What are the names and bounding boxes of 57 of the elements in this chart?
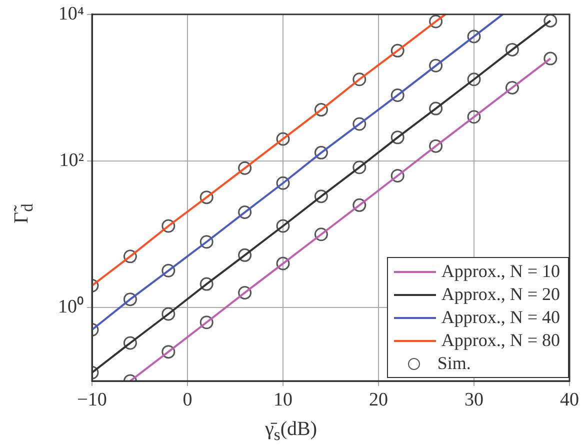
point bbox=[238, 286, 252, 300]
point bbox=[200, 190, 214, 204]
point bbox=[200, 316, 214, 330]
legend-label: Sim. bbox=[437, 352, 471, 375]
point bbox=[467, 110, 481, 124]
point bbox=[429, 139, 443, 153]
legend-label: Approx., N = 80 bbox=[441, 329, 560, 352]
point bbox=[352, 160, 366, 174]
point bbox=[238, 161, 252, 175]
point bbox=[200, 235, 214, 249]
point bbox=[544, 14, 558, 28]
point bbox=[544, 52, 558, 66]
legend-label: Approx., N = 40 bbox=[441, 306, 560, 329]
point bbox=[123, 250, 137, 264]
point bbox=[467, 72, 481, 86]
y-tick-label: 10⁰ bbox=[58, 296, 84, 318]
point bbox=[314, 103, 328, 117]
point bbox=[276, 176, 290, 190]
point bbox=[314, 146, 328, 160]
x-tick-label: 0 bbox=[182, 389, 192, 410]
point bbox=[505, 42, 519, 56]
x-tick-label: −10 bbox=[77, 389, 107, 410]
point bbox=[238, 206, 252, 220]
point bbox=[162, 264, 176, 278]
point bbox=[162, 307, 176, 321]
point bbox=[276, 256, 290, 270]
legend-label: Approx., N = 20 bbox=[441, 283, 560, 306]
point bbox=[390, 88, 404, 102]
x-tick-label: 20 bbox=[369, 389, 388, 410]
point bbox=[390, 44, 404, 58]
y-tick-label: 10⁴ bbox=[58, 3, 84, 24]
point bbox=[429, 58, 443, 72]
point bbox=[314, 190, 328, 204]
x-axis-title: γ̄$_{s}$(dB) bbox=[264, 418, 318, 445]
point bbox=[162, 219, 176, 233]
point bbox=[390, 130, 404, 144]
point bbox=[467, 30, 481, 44]
x-tick-label: 10 bbox=[274, 389, 292, 410]
point bbox=[123, 292, 137, 306]
point bbox=[429, 14, 443, 28]
point bbox=[162, 345, 176, 359]
point bbox=[276, 219, 290, 233]
point bbox=[200, 277, 214, 291]
point bbox=[352, 117, 366, 131]
point bbox=[429, 102, 443, 116]
y-tick-label: 10² bbox=[59, 150, 84, 172]
point bbox=[238, 248, 252, 262]
point bbox=[390, 169, 404, 183]
x-tick-label: 40 bbox=[560, 389, 579, 410]
point bbox=[276, 132, 290, 146]
point bbox=[123, 336, 137, 350]
point bbox=[352, 198, 366, 212]
x-tick-label: 30 bbox=[464, 389, 484, 410]
legend-label: Approx., N = 10 bbox=[441, 260, 560, 283]
point bbox=[352, 72, 366, 86]
point bbox=[314, 228, 328, 242]
point bbox=[505, 80, 519, 94]
